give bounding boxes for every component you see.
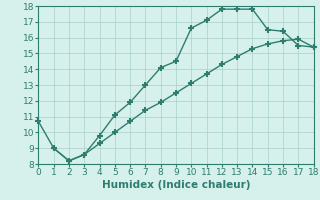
X-axis label: Humidex (Indice chaleur): Humidex (Indice chaleur) (102, 180, 250, 190)
